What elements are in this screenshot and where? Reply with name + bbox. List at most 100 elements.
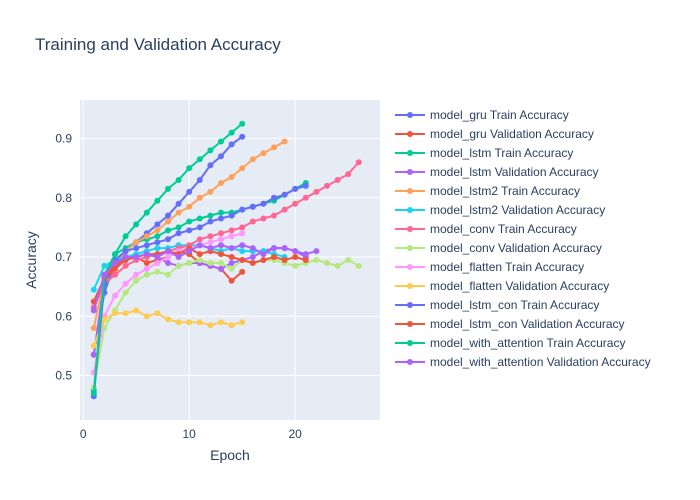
data-point [207, 245, 214, 252]
data-point [122, 248, 129, 255]
data-point [196, 251, 203, 258]
data-point [249, 245, 256, 252]
data-point [143, 242, 150, 249]
legend-label: model_lstm_con Validation Accuracy [430, 317, 625, 331]
data-point [228, 254, 235, 260]
data-point [154, 221, 161, 228]
data-point [228, 245, 235, 252]
legend-item[interactable]: model_with_attention Train Accuracy [395, 336, 625, 350]
data-point [165, 218, 171, 225]
data-point [239, 257, 246, 263]
x-tick-label: 0 [80, 427, 87, 441]
data-point [175, 254, 182, 260]
data-point [218, 265, 224, 272]
legend-swatch-marker [407, 226, 413, 232]
data-point [196, 242, 203, 249]
data-point [207, 162, 214, 169]
legend-item[interactable]: model_flatten Train Accuracy [395, 260, 584, 274]
legend-label: model_gru Train Accuracy [430, 108, 569, 122]
legend-item[interactable]: model_lstm Validation Accuracy [395, 165, 599, 179]
data-point [122, 233, 129, 240]
series-layer [90, 120, 362, 400]
data-point [218, 242, 224, 249]
data-point [239, 224, 246, 231]
legend-item[interactable]: model_lstm Train Accuracy [395, 146, 573, 160]
data-point [260, 200, 267, 207]
data-point [302, 257, 309, 263]
legend-swatch-marker [407, 150, 413, 156]
data-point [186, 227, 193, 234]
legend-label: model_gru Validation Accuracy [430, 127, 594, 141]
data-point [292, 248, 299, 255]
data-point [186, 165, 193, 172]
legend-item[interactable]: model_gru Validation Accuracy [395, 127, 594, 141]
data-point [186, 248, 193, 255]
data-point [154, 254, 161, 260]
legend-swatch-marker [407, 112, 413, 118]
data-point [355, 159, 362, 166]
data-point [165, 316, 171, 323]
x-axis-title: Epoch [210, 447, 250, 463]
legend-item[interactable]: model_lstm2 Train Accuracy [395, 184, 580, 198]
data-point [207, 239, 214, 246]
data-point [218, 319, 224, 326]
data-point [165, 271, 171, 278]
legend-item[interactable]: model_lstm2 Validation Accuracy [395, 203, 605, 217]
data-point [90, 351, 97, 358]
data-point [154, 239, 161, 246]
data-point [112, 310, 118, 317]
data-point [143, 251, 150, 258]
legend-item[interactable]: model_conv Train Accuracy [395, 222, 577, 236]
data-point [228, 227, 235, 234]
legend-label: model_conv Train Accuracy [430, 222, 577, 236]
data-point [345, 171, 352, 178]
data-point [207, 260, 214, 266]
data-point [196, 257, 203, 263]
data-point [207, 147, 214, 154]
data-point [165, 248, 171, 255]
data-point [260, 215, 267, 222]
legend-item[interactable]: model_conv Validation Accuracy [395, 241, 602, 255]
data-point [228, 265, 235, 272]
data-point [196, 236, 203, 243]
data-point [90, 342, 97, 349]
data-point [271, 212, 277, 219]
series-9 [90, 307, 246, 349]
data-point [334, 262, 341, 269]
data-point [313, 188, 320, 195]
data-point [165, 260, 171, 266]
legend-label: model_with_attention Validation Accuracy [430, 355, 651, 369]
data-point [154, 233, 161, 240]
data-point [249, 203, 256, 210]
data-point [175, 230, 182, 237]
legend-label: model_lstm2 Train Accuracy [430, 184, 580, 198]
data-point [133, 307, 140, 314]
legend-item[interactable]: model_lstm_con Train Accuracy [395, 298, 599, 312]
data-point [112, 251, 118, 258]
x-tick-label: 10 [183, 427, 197, 441]
legend-item[interactable]: model_flatten Validation Accuracy [395, 279, 609, 293]
data-point [143, 271, 150, 278]
data-point [207, 188, 214, 195]
data-point [334, 177, 341, 183]
data-point [218, 209, 224, 216]
legend: model_gru Train Accuracy model_gru Valida… [395, 108, 651, 369]
data-point [165, 236, 171, 243]
y-axis-title: Accuracy [23, 231, 39, 289]
legend-item[interactable]: model_with_attention Validation Accuracy [395, 355, 651, 369]
data-point [112, 292, 118, 299]
data-point [112, 260, 118, 266]
data-point [218, 260, 224, 266]
data-point [302, 194, 309, 201]
legend-item[interactable]: model_lstm_con Validation Accuracy [395, 317, 625, 331]
legend-item[interactable]: model_gru Train Accuracy [395, 108, 569, 122]
data-point [249, 254, 256, 260]
data-point [101, 262, 108, 269]
data-point [228, 174, 235, 180]
y-tick-label: 0.8 [55, 191, 72, 205]
legend-label: model_lstm Train Accuracy [430, 146, 573, 160]
data-point [324, 260, 330, 266]
data-point [196, 156, 203, 163]
data-point [165, 254, 171, 260]
